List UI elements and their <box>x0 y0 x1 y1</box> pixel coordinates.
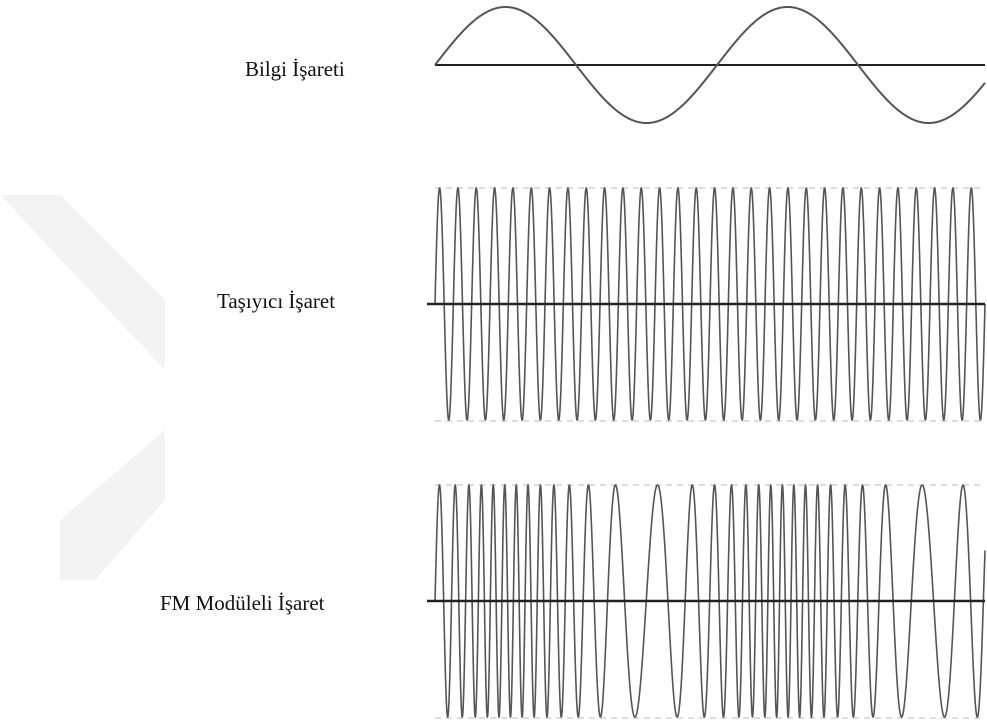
info-signal-label: Bilgi İşareti <box>245 57 345 81</box>
info-signal-wave <box>434 6 986 124</box>
carrier-signal-label: Taşıyıcı İşaret <box>217 289 336 313</box>
fm-signal-label: FM Modüleli İşaret <box>160 591 325 615</box>
watermark-shape <box>0 195 165 580</box>
carrier-signal-panel <box>427 187 986 422</box>
info-signal-panel <box>434 6 986 124</box>
fm-signal-panel <box>427 483 986 719</box>
fm-signal-wave <box>434 483 986 719</box>
